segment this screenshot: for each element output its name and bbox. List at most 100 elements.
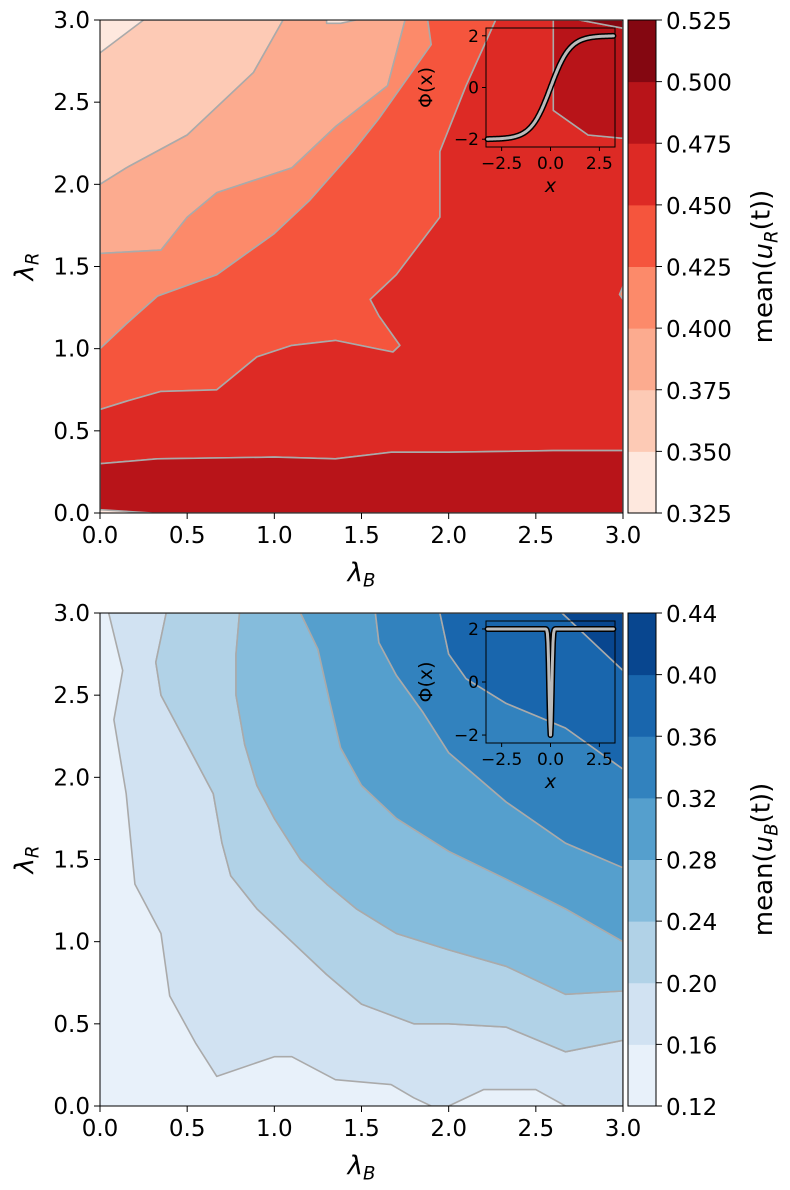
colorbar-swatch (628, 613, 656, 676)
inset-y-tick-label: 0 (468, 79, 479, 99)
colorbar-swatch (628, 143, 656, 206)
colorbar-swatch (628, 389, 656, 452)
x-tick-label: 3.0 (605, 1116, 642, 1142)
y-axis-label: λR (10, 845, 43, 875)
x-tick-label: 0.0 (82, 523, 119, 549)
contour-region-8 (618, 285, 623, 301)
colorbar-swatch (628, 451, 656, 514)
x-tick-label: 0.0 (82, 1116, 119, 1142)
x-axis-label: λB (346, 1151, 376, 1184)
y-tick-label: 0.0 (53, 501, 90, 527)
y-tick-label: 1.0 (53, 930, 90, 956)
y-tick-label: 0.5 (53, 419, 90, 445)
contour-regions (100, 20, 623, 513)
colorbar-swatch (628, 921, 656, 984)
colorbar-tick-label: 0.425 (666, 256, 732, 282)
y-tick-label: 2.5 (53, 90, 90, 116)
colorbar-tick-label: 0.500 (666, 71, 732, 97)
colorbar-label-suffix: (t)) (747, 190, 777, 231)
inset-x-label: x (544, 175, 557, 197)
colorbar-label-prefix: mean( (749, 259, 779, 343)
inset-x-tick-label: 0.0 (537, 750, 564, 770)
inset-y-tick-label: 2 (468, 620, 479, 640)
x-axis-label-sub: B (363, 1163, 375, 1184)
colorbar-swatch (628, 1044, 656, 1107)
contour-region-7 (578, 20, 623, 30)
y-tick-label: 0.0 (53, 1094, 90, 1120)
y-tick-label: 1.0 (53, 337, 90, 363)
colorbar-tick-label: 0.20 (666, 972, 717, 998)
colorbar-tick-label: 0.400 (666, 317, 732, 343)
colorbar-tick-label: 0.450 (666, 194, 732, 220)
y-tick-label: 2.5 (53, 683, 90, 709)
colorbar-swatch (628, 328, 656, 391)
inset-curve (486, 34, 615, 141)
inset-x-tick-label: 2.5 (586, 154, 613, 174)
colorbar-tick-label: 0.40 (666, 664, 717, 690)
colorbar-swatch (628, 797, 656, 860)
colorbar-label-var: u (749, 243, 779, 259)
contour-regions (107, 613, 623, 1106)
x-axis-label: λB (346, 558, 376, 591)
x-tick-label: 1.5 (343, 523, 380, 549)
colorbar: 0.12 0.16 0.20 0.24 0.28 0.32 0.36 0.40 0.44 mean… (627, 602, 783, 1121)
inset-x-tick-label: 0.0 (537, 154, 564, 174)
colorbar-tick-label: 0.24 (666, 910, 717, 936)
colorbar-swatch (628, 204, 656, 267)
x-tick-label: 3.0 (605, 523, 642, 549)
inset-curve (486, 627, 615, 737)
colorbar-swatch (628, 20, 656, 83)
colorbar-tick-label: 0.375 (666, 379, 732, 405)
inset-x-tick-label: 2.5 (586, 750, 613, 770)
x-tick-label: 1.0 (256, 1116, 293, 1142)
inset-x-label: x (544, 771, 557, 793)
y-tick-label: 1.5 (53, 255, 90, 281)
inset-plot: −2.5 0.0 2.5 −2 0 2 x Φ(x) (415, 27, 617, 197)
x-tick-label: 1.5 (343, 1116, 380, 1142)
inset-y-tick-label: 2 (468, 27, 479, 47)
inset-y-tick-label: 0 (468, 673, 479, 693)
x-tick-label: 0.5 (169, 1116, 206, 1142)
colorbar-tick-label: 0.16 (666, 1033, 717, 1059)
y-tick-label: 3.0 (53, 601, 90, 627)
y-axis-label: λR (10, 252, 43, 282)
colorbar-tick-label: 0.475 (666, 132, 732, 158)
x-axis-label-base: λ (346, 1151, 363, 1181)
inset-y-tick-label: −2 (454, 130, 479, 150)
contour-region-5 (100, 449, 623, 513)
colorbar-tick-label: 0.28 (666, 849, 717, 875)
y-axis-label-sub: R (22, 252, 43, 265)
inset-y-tick-label: −2 (454, 726, 479, 746)
y-axis-label-sub: R (22, 845, 43, 858)
colorbar-tick-label: 0.350 (666, 440, 732, 466)
colorbar-tick-label: 0.32 (666, 787, 717, 813)
x-tick-label: 2.5 (518, 523, 555, 549)
x-tick-label: 2.5 (518, 1116, 555, 1142)
y-axis-label-base: λ (10, 858, 40, 875)
y-tick-label: 1.5 (53, 848, 90, 874)
y-tick-label: 0.5 (53, 1012, 90, 1038)
colorbar-label: mean(uB(t)) (747, 783, 783, 936)
colorbar-tick-label: 0.36 (666, 725, 717, 751)
x-tick-label: 2.0 (430, 1116, 467, 1142)
inset-plot: −2.5 0.0 2.5 −2 0 2 x Φ(x) (415, 620, 617, 793)
colorbar-label-var: u (749, 836, 779, 852)
x-tick-label: 0.5 (169, 523, 206, 549)
colorbar-tick-label: 0.12 (666, 1095, 717, 1121)
x-tick-label: 1.0 (256, 523, 293, 549)
colorbar-swatch (628, 982, 656, 1045)
y-tick-label: 2.0 (53, 765, 90, 791)
colorbar-label: mean(uR(t)) (747, 190, 783, 344)
colorbar-swatch (628, 266, 656, 329)
colorbar-label-sub: R (761, 230, 782, 243)
colorbar-swatch (628, 81, 656, 144)
y-tick-label: 3.0 (53, 8, 90, 34)
colorbar-label-suffix: (t)) (747, 783, 777, 824)
colorbar-swatch (628, 674, 656, 737)
colorbar-label-sub: B (761, 823, 782, 835)
colorbar-swatch (628, 859, 656, 922)
colorbar-tick-label: 0.44 (666, 602, 717, 628)
inset-y-label: Φ(x) (415, 661, 437, 702)
inset-x-tick-label: −2.5 (481, 154, 522, 174)
